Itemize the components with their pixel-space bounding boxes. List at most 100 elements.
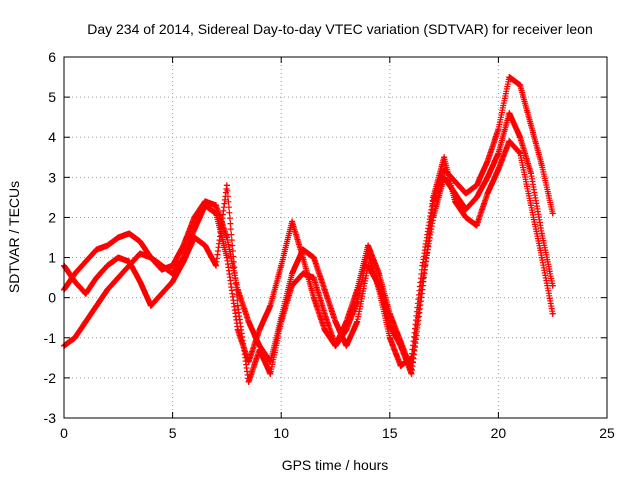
data-point: [538, 162, 545, 169]
data-point: [375, 286, 382, 293]
data-point: [408, 366, 415, 373]
data-point: [82, 318, 89, 325]
data-point: [451, 198, 458, 205]
data-point: [115, 234, 122, 241]
x-tick-label: 25: [599, 425, 615, 441]
data-point: [332, 342, 339, 349]
data-point: [82, 290, 89, 297]
data-point: [223, 182, 230, 189]
data-point: [473, 222, 480, 229]
data-point: [462, 206, 469, 213]
data-point: [473, 182, 480, 189]
data-point: [158, 290, 165, 297]
chart-title: Day 234 of 2014, Sidereal Day-to-day VTE…: [87, 21, 593, 37]
data-point: [527, 202, 534, 209]
y-tick-label: 6: [48, 49, 56, 65]
data-point: [137, 250, 144, 257]
data-point: [517, 82, 524, 89]
series-markers: [61, 74, 556, 377]
x-tick-label: 20: [491, 425, 507, 441]
data-point: [354, 318, 361, 325]
data-point: [158, 262, 165, 269]
data-point: [408, 354, 415, 361]
data-point: [517, 150, 524, 157]
data-point: [484, 190, 491, 197]
series-markers: [61, 110, 556, 373]
series-group: [61, 74, 556, 385]
data-point: [147, 254, 154, 261]
data-point: [310, 254, 317, 261]
data-point: [321, 326, 328, 333]
data-point: [354, 298, 361, 305]
data-point: [462, 214, 469, 221]
data-point: [386, 334, 393, 341]
data-point: [256, 326, 263, 333]
data-point: [213, 210, 220, 217]
data-point: [93, 274, 100, 281]
data-point: [430, 194, 437, 201]
data-point: [213, 262, 220, 269]
data-point: [278, 318, 285, 325]
data-point: [538, 254, 545, 261]
data-point: [332, 318, 339, 325]
data-point: [484, 174, 491, 181]
data-point: [245, 378, 252, 385]
data-point: [169, 262, 176, 269]
data-point: [93, 246, 100, 253]
data-point: [267, 370, 274, 377]
y-tick-label: 5: [48, 89, 56, 105]
y-tick-label: 4: [48, 129, 56, 145]
data-point: [180, 258, 187, 265]
data-point: [71, 334, 78, 341]
data-point: [115, 254, 122, 261]
data-point: [213, 202, 220, 209]
data-point: [386, 310, 393, 317]
data-point: [321, 310, 328, 317]
data-point: [310, 274, 317, 281]
data-point: [137, 278, 144, 285]
x-axis-label: GPS time / hours: [282, 457, 389, 473]
y-tick-label: 1: [48, 250, 56, 266]
data-point: [202, 202, 209, 209]
data-point: [441, 154, 448, 161]
data-point: [527, 170, 534, 177]
data-point: [549, 210, 556, 217]
data-point: [299, 254, 306, 261]
y-tick-label: -1: [44, 330, 57, 346]
data-point: [267, 302, 274, 309]
data-point: [397, 338, 404, 345]
data-point: [343, 326, 350, 333]
data-point: [115, 274, 122, 281]
data-point: [137, 238, 144, 245]
data-point: [495, 166, 502, 173]
data-point: [484, 158, 491, 165]
x-tick-label: 10: [273, 425, 289, 441]
data-point: [310, 294, 317, 301]
data-point: [549, 310, 556, 317]
data-point: [191, 226, 198, 233]
data-point: [473, 194, 480, 201]
data-point: [104, 262, 111, 269]
data-point: [506, 110, 513, 117]
data-point: [93, 302, 100, 309]
y-tick-label: -3: [44, 410, 57, 426]
data-point: [495, 150, 502, 157]
data-point: [256, 346, 263, 353]
data-point: [419, 262, 426, 269]
grid: [64, 57, 607, 418]
data-point: [104, 242, 111, 249]
y-tick-label: 2: [48, 209, 56, 225]
data-point: [147, 302, 154, 309]
y-axis-label: SDTVAR / TECUs: [6, 181, 22, 293]
data-point: [397, 362, 404, 369]
data-point: [289, 270, 296, 277]
data-point: [191, 214, 198, 221]
data-point: [278, 262, 285, 269]
data-point: [126, 230, 133, 237]
x-tick-label: 0: [60, 425, 68, 441]
data-point: [289, 282, 296, 289]
data-point: [71, 278, 78, 285]
y-tick-label: -2: [44, 370, 57, 386]
data-point: [365, 250, 372, 257]
